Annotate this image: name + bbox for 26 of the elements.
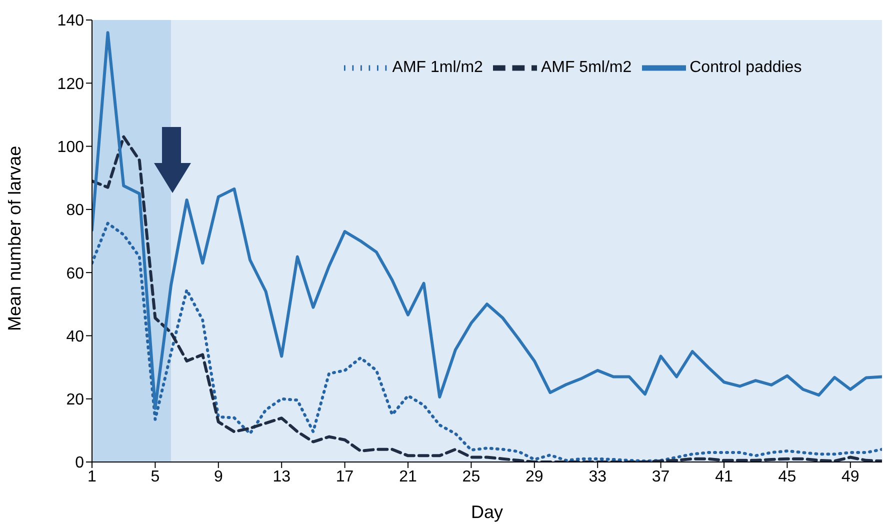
- y-tick-label: 120: [57, 76, 84, 93]
- x-tick-label: 45: [778, 468, 796, 486]
- x-tick-label: 13: [272, 468, 291, 486]
- x-tick-label: 1: [88, 468, 97, 486]
- y-tick-label: 80: [66, 202, 84, 220]
- x-tick-label: 41: [715, 468, 733, 486]
- line-series: [92, 31, 882, 410]
- y-tick-label: 60: [66, 265, 84, 282]
- y-tick-label: 140: [57, 12, 84, 30]
- x-axis-title: Day: [470, 502, 504, 522]
- x-tick-label: 17: [336, 468, 354, 486]
- x-tick-label: 25: [462, 468, 480, 486]
- x-tick-label: 5: [150, 468, 160, 486]
- x-tick-label: 29: [526, 468, 544, 486]
- x-tick-label: 21: [399, 468, 417, 486]
- y-tick-label: 100: [57, 138, 84, 156]
- x-tick-label: 37: [652, 468, 670, 486]
- legend-label: AMF 1ml/m2: [392, 59, 483, 76]
- legend-label: AMF 5ml/m2: [540, 59, 632, 76]
- legend-label: Control paddies: [690, 59, 802, 76]
- y-tick-label: 0: [75, 454, 84, 472]
- y-tick-label: 20: [66, 392, 84, 409]
- x-tick-label: 33: [588, 468, 607, 486]
- x-tick-label: 9: [214, 468, 223, 486]
- y-tick-label: 40: [66, 328, 84, 346]
- x-tick-label: 49: [842, 468, 860, 486]
